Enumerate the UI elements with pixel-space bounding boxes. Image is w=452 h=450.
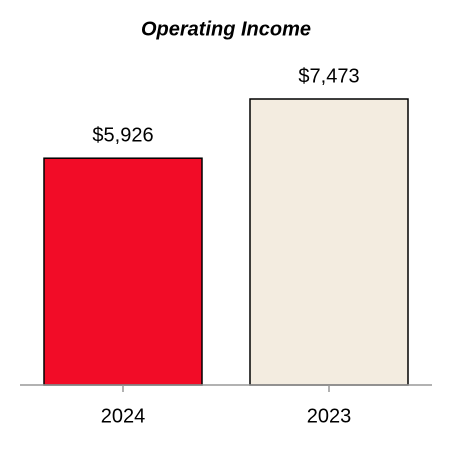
value-label: $7,473 <box>298 65 359 87</box>
x-tick-label: 2023 <box>307 405 352 427</box>
x-tick-label: 2024 <box>101 405 146 427</box>
bar <box>43 157 203 386</box>
chart-title: Operating Income <box>141 18 311 40</box>
value-label: $5,926 <box>92 124 153 146</box>
bar <box>249 98 409 386</box>
